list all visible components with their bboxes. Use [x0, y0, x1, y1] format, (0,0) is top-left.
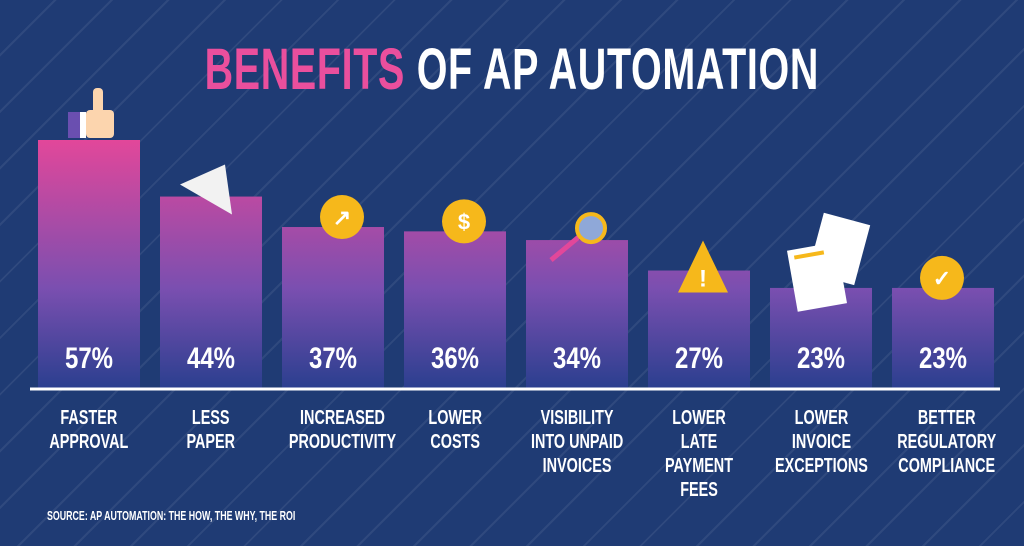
svg-text:↗: ↗: [333, 205, 351, 230]
category-label: LOWER COSTS: [428, 407, 482, 453]
bar: [38, 140, 140, 388]
data-label: 37%: [309, 340, 357, 374]
category-label: FASTER APPROVAL: [49, 407, 129, 453]
bar: [282, 227, 384, 388]
category-label: INCREASED PRODUCTIVITY: [288, 407, 397, 453]
bar: [526, 240, 628, 388]
svg-text:✓: ✓: [933, 266, 951, 291]
svg-text:$: $: [458, 209, 470, 234]
data-label: 34%: [553, 340, 601, 374]
data-label: 23%: [919, 340, 967, 374]
chart-title: BENEFITS OF AP AUTOMATION: [0, 36, 1024, 103]
magnifier-icon: [549, 212, 607, 262]
category-label: VISIBILITY INTO UNPAID INVOICES: [530, 407, 624, 477]
data-label: 36%: [431, 340, 479, 374]
warning-icon: !: [678, 240, 728, 293]
title-accent: BENEFITS: [204, 37, 406, 102]
dollar-coin-icon: $: [442, 199, 486, 244]
invoice-icon: [786, 212, 871, 312]
data-label: 23%: [797, 340, 845, 374]
title-rest: OF AP AUTOMATION: [416, 37, 820, 102]
bar: [404, 231, 506, 388]
data-label: 57%: [65, 340, 113, 374]
thumbs-up-icon: [68, 88, 114, 138]
svg-text:!: !: [699, 266, 707, 293]
category-label: BETTER REGULATORY COMPLIANCE: [897, 407, 997, 477]
arrow-up-right-icon: ↗: [320, 195, 364, 240]
bar: [160, 196, 262, 388]
paper-plane-icon: [180, 164, 232, 215]
data-label: 27%: [675, 340, 723, 374]
category-label: LOWER INVOICE EXCEPTIONS: [774, 407, 868, 477]
category-label: LESS PAPER: [186, 407, 236, 453]
checkmark-icon: ✓: [920, 255, 964, 300]
category-label: LOWER LATE PAYMENT FEES: [664, 407, 734, 501]
bar: [892, 287, 994, 388]
data-label: 44%: [187, 340, 235, 374]
source-note: SOURCE: AP AUTOMATION: THE HOW, THE WHY,…: [47, 508, 296, 523]
